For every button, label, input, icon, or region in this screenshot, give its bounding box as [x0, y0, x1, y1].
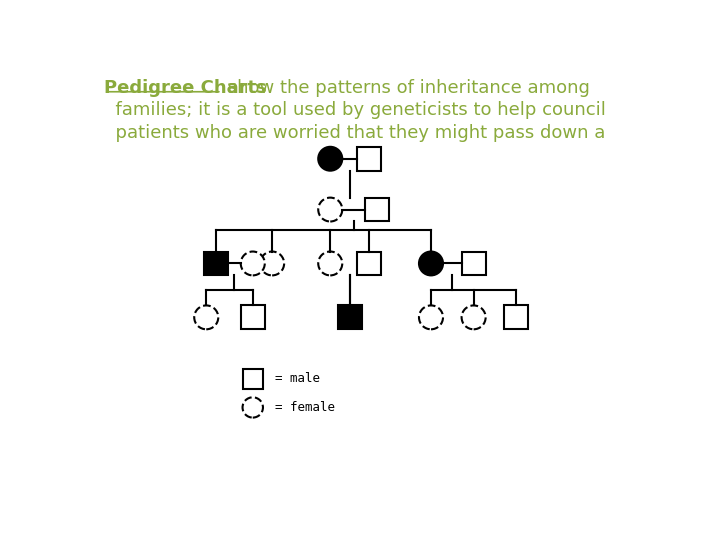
Bar [462, 252, 485, 275]
Text: show the patterns of inheritance among: show the patterns of inheritance among [222, 79, 590, 97]
Bar [204, 252, 228, 275]
Text: families; it is a tool used by geneticists to help council: families; it is a tool used by geneticis… [104, 101, 606, 119]
Text: patients who are worried that they might pass down a: patients who are worried that they might… [104, 124, 606, 142]
Circle shape [318, 198, 342, 221]
Circle shape [260, 252, 284, 275]
Circle shape [419, 306, 443, 329]
Circle shape [318, 252, 342, 275]
Bar [240, 306, 265, 329]
Circle shape [318, 147, 342, 171]
Bar [338, 306, 361, 329]
Text: = male: = male [274, 373, 320, 386]
Circle shape [419, 252, 443, 275]
Circle shape [462, 306, 485, 329]
Text: = female: = female [274, 401, 335, 414]
Bar [365, 198, 389, 221]
Bar [504, 306, 528, 329]
Circle shape [240, 252, 265, 275]
Circle shape [243, 397, 263, 417]
Bar [357, 252, 381, 275]
Text: Pedigree Charts: Pedigree Charts [104, 79, 266, 97]
Bar [243, 369, 263, 389]
Circle shape [194, 306, 218, 329]
Bar [357, 147, 381, 171]
